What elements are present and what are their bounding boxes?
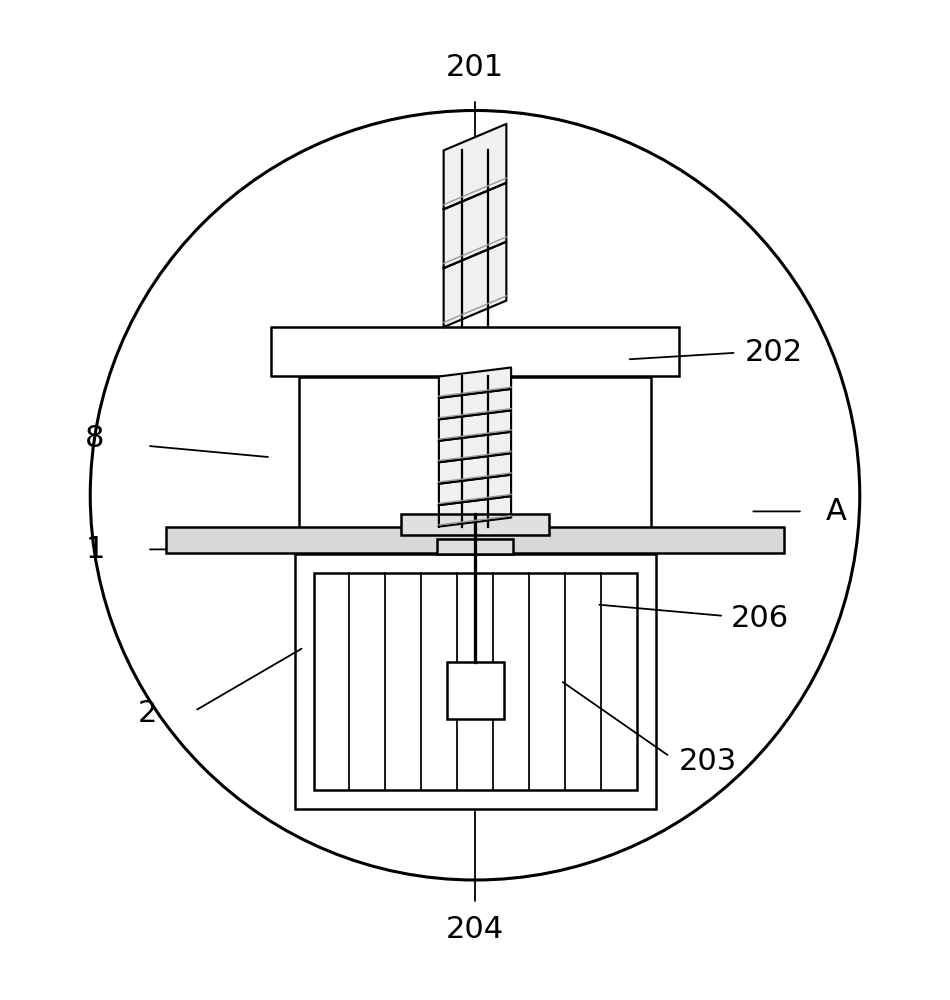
Polygon shape — [444, 242, 506, 327]
Polygon shape — [439, 367, 511, 398]
Text: 201: 201 — [446, 53, 504, 82]
Text: 206: 206 — [731, 604, 789, 633]
Polygon shape — [439, 496, 511, 527]
Polygon shape — [439, 410, 511, 441]
Bar — [271, 327, 679, 376]
Text: 204: 204 — [446, 915, 504, 944]
Polygon shape — [439, 389, 511, 419]
Text: A: A — [826, 497, 846, 526]
Bar — [166, 527, 784, 553]
Bar — [294, 554, 656, 809]
Polygon shape — [439, 475, 511, 505]
Polygon shape — [439, 432, 511, 462]
Polygon shape — [439, 453, 511, 484]
Text: 203: 203 — [678, 747, 737, 776]
Text: 202: 202 — [745, 338, 804, 367]
Text: 8: 8 — [86, 424, 104, 453]
Bar — [401, 514, 549, 535]
Text: 2: 2 — [138, 699, 157, 728]
Text: 1: 1 — [86, 535, 104, 564]
Bar — [446, 662, 504, 719]
Polygon shape — [444, 124, 506, 209]
Polygon shape — [444, 183, 506, 268]
Bar — [437, 539, 513, 554]
Bar — [314, 573, 636, 790]
Bar — [299, 376, 651, 533]
